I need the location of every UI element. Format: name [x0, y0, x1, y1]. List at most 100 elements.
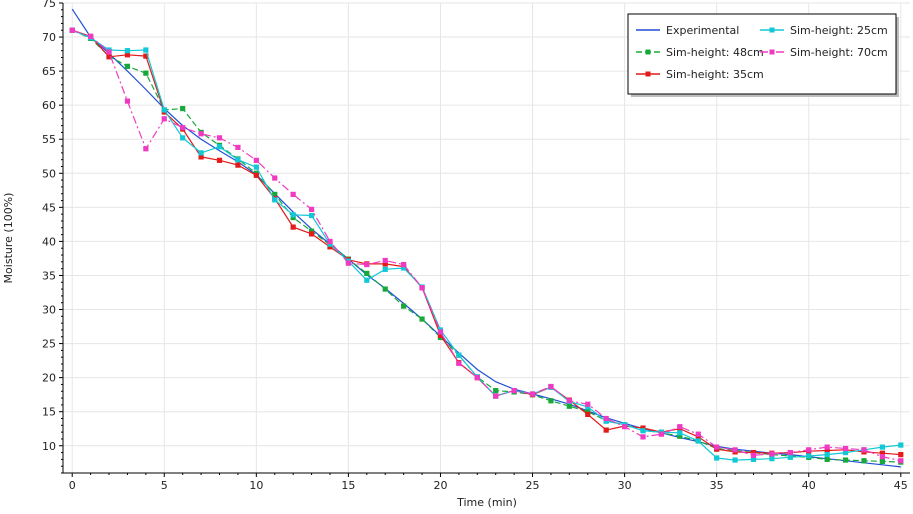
data-point [548, 398, 554, 404]
legend-item: Sim-height: 25cm [760, 24, 888, 37]
x-tick-label: 25 [526, 479, 540, 492]
data-point [474, 375, 480, 381]
data-point [842, 449, 849, 456]
y-tick-label: 25 [42, 338, 56, 351]
y-tick-label: 55 [42, 133, 56, 146]
data-point [824, 452, 830, 458]
data-point [198, 131, 204, 137]
data-point [511, 387, 517, 394]
data-point [364, 261, 370, 268]
data-point [290, 214, 296, 221]
data-point [861, 447, 867, 453]
data-point [750, 452, 757, 458]
legend-label: Sim-height: 48cm [666, 46, 764, 59]
data-point [732, 447, 738, 453]
data-point [382, 286, 388, 292]
data-point [308, 231, 315, 237]
data-point [143, 70, 149, 76]
data-point [842, 445, 849, 452]
data-point [161, 116, 167, 122]
data-point [898, 458, 904, 464]
data-point [566, 403, 572, 409]
data-point [861, 458, 867, 464]
data-point [290, 224, 296, 230]
data-point [124, 48, 131, 54]
data-point [106, 49, 112, 55]
data-point [143, 146, 149, 152]
data-point [253, 157, 259, 163]
data-point [787, 449, 793, 456]
data-point [235, 157, 241, 163]
x-tick-label: 20 [433, 479, 447, 492]
data-point [879, 454, 885, 460]
x-tick-label: 5 [161, 479, 168, 492]
legend-item: Sim-height: 48cm [636, 46, 764, 59]
legend-swatch-marker [769, 27, 775, 33]
legend-item: Sim-height: 35cm [636, 68, 764, 81]
series-0 [71, 8, 901, 468]
data-point [493, 387, 499, 394]
data-point [677, 430, 683, 436]
data-point [695, 434, 701, 440]
data-point [621, 424, 628, 430]
legend-label: Sim-height: 35cm [666, 68, 764, 81]
data-point [272, 191, 278, 198]
legend-swatch-marker [645, 49, 651, 55]
x-tick-label: 35 [710, 479, 724, 492]
y-axis-title: Moisture (100%) [2, 193, 15, 284]
data-point [180, 135, 186, 141]
data-point [235, 144, 241, 151]
data-point [750, 456, 757, 462]
data-point [824, 456, 830, 462]
data-point [437, 329, 444, 335]
data-point [345, 260, 352, 266]
data-point [714, 455, 720, 461]
data-point [180, 125, 186, 131]
data-point [419, 316, 425, 322]
data-point [585, 409, 591, 415]
y-tick-label: 75 [42, 0, 56, 10]
data-point [180, 105, 186, 112]
data-point [695, 431, 701, 437]
data-point [769, 451, 775, 457]
data-point [216, 144, 223, 150]
data-point [308, 212, 315, 219]
y-tick-label: 10 [42, 440, 56, 453]
series-line [71, 8, 901, 468]
legend-box [627, 13, 897, 95]
x-axis-title: Time (min) [456, 496, 517, 509]
data-point [419, 285, 425, 291]
series-4 [69, 27, 904, 464]
data-point [290, 191, 296, 198]
y-tick-label: 20 [42, 372, 56, 385]
data-point [879, 458, 885, 465]
data-point [585, 404, 591, 410]
data-point [327, 241, 333, 247]
y-tick-label: 30 [42, 304, 56, 317]
data-point [437, 332, 444, 339]
data-point [382, 266, 388, 272]
data-point [750, 449, 757, 456]
data-point [382, 257, 388, 264]
y-tick-label: 15 [42, 406, 56, 419]
data-point [382, 261, 388, 267]
legend: Experimental Sim-height: 48cm Sim-height: … [627, 13, 899, 97]
data-point [401, 265, 407, 271]
y-tick-label: 70 [42, 31, 56, 44]
data-point [658, 431, 665, 437]
data-point [603, 418, 609, 424]
data-point [898, 452, 904, 458]
data-point [364, 277, 370, 283]
y-tick-label: 45 [42, 201, 56, 214]
y-tick-label: 60 [42, 99, 56, 112]
data-point [842, 457, 849, 463]
data-point [272, 175, 278, 181]
data-point [124, 52, 131, 58]
data-point [493, 393, 499, 399]
data-point [585, 411, 591, 418]
data-point [787, 454, 793, 460]
data-point [69, 27, 75, 33]
series-line [71, 29, 901, 463]
data-point [806, 453, 812, 459]
data-point [143, 47, 149, 53]
